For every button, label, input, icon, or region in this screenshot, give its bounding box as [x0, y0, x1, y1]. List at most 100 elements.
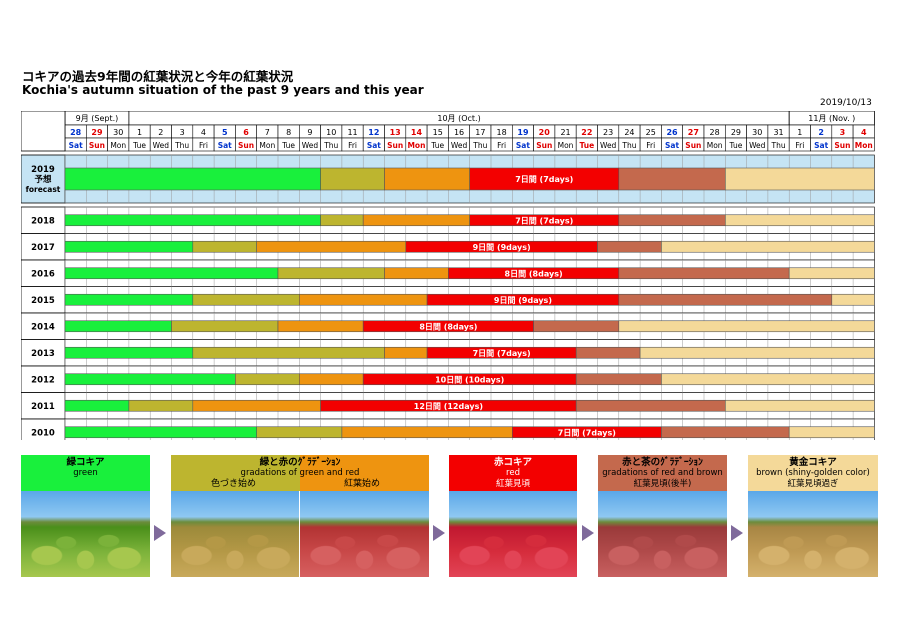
weekday-label: Sat	[218, 141, 232, 150]
day-number-label: 11	[347, 128, 357, 137]
weekday-label: Wed	[302, 141, 319, 150]
day-number-label: 29	[731, 128, 741, 137]
year-label: forecast	[26, 185, 61, 194]
kochia-photo	[598, 491, 727, 577]
weekday-label: Tue	[281, 141, 295, 150]
day-number-label: 18	[497, 128, 507, 137]
day-number-label: 29	[91, 128, 103, 137]
weekday-label: Wed	[749, 141, 766, 150]
day-number-label: 3	[180, 128, 185, 137]
kochia-photo	[300, 491, 429, 577]
weekday-label: Wed	[153, 141, 170, 150]
next-stage-arrow-icon	[582, 525, 594, 541]
weekday-label: Sat	[69, 141, 83, 150]
stage-bar-green	[64, 240, 194, 253]
legend-label: 緑と赤のｸﾞﾗﾃﾞｰｼｮﾝ	[259, 457, 341, 468]
year-label: 2013	[31, 349, 55, 359]
next-stage-arrow-icon	[154, 525, 166, 541]
weekday-label: Sat	[367, 141, 381, 150]
stage-bar-olive	[320, 214, 364, 227]
stage-bar-orange	[362, 214, 471, 227]
weekday-label: Sun	[834, 141, 850, 150]
weekday-label: Mon	[707, 141, 723, 150]
day-number-label: 28	[70, 128, 82, 137]
day-number-label: 10	[326, 128, 336, 137]
header-corner-cell	[21, 111, 66, 152]
kochia-photo	[748, 491, 878, 577]
weekday-label: Sun	[387, 141, 403, 150]
kochia-photo	[21, 491, 150, 577]
stage-bar-olive	[192, 293, 300, 306]
legend-item-gradient-rb: 赤と茶のｸﾞﾗﾃﾞｰｼｮﾝ gradations of red and brown…	[598, 455, 727, 491]
stage-bar-olive	[171, 320, 279, 333]
weekday-label: Sun	[685, 141, 701, 150]
stage-bar-gold	[618, 320, 875, 333]
weekday-label: Tue	[729, 141, 743, 150]
weekday-label: Sat	[665, 141, 679, 150]
legend-sublabel-turning: 紅葉始め	[344, 479, 381, 489]
stage-bar-gold	[661, 240, 875, 253]
weekday-label: Mon	[259, 141, 275, 150]
legend-item-gold: 黄金コキア brown (shiny-golden color) 紅葉見頃過ぎ	[748, 455, 878, 491]
stage-bar-gold	[724, 399, 875, 412]
weekday-label: Thu	[323, 141, 338, 150]
stage-bar-brown	[618, 214, 726, 227]
stage-bar-gold	[724, 167, 875, 191]
red-duration-label: 9日間 (9days)	[473, 243, 531, 252]
year-label: 2014	[31, 322, 55, 332]
day-number-label: 27	[688, 128, 699, 137]
month-label: 10月 (Oct.)	[437, 114, 480, 123]
legend-label: gradations of red and brown	[602, 468, 723, 478]
day-number-label: 9	[307, 128, 312, 137]
month-label: 9月 (Sept.)	[76, 114, 119, 123]
year-label: 予想	[34, 174, 52, 185]
title-english: Kochia's autumn situation of the past 9 …	[22, 83, 424, 97]
weekday-label: Mon	[855, 141, 873, 150]
year-label: 2017	[31, 243, 55, 253]
month-label: 11月 (Nov. )	[808, 114, 855, 123]
stage-bar-olive	[277, 267, 385, 280]
legend-label: 紅葉見頃(後半)	[633, 479, 692, 489]
year-label: 2015	[31, 296, 55, 306]
weekday-label: Fri	[199, 141, 208, 150]
day-number-label: 1	[137, 128, 142, 137]
weekday-label: Thu	[472, 141, 487, 150]
stage-bar-brown	[618, 167, 726, 191]
stage-bar-olive	[128, 399, 194, 412]
stage-bar-orange	[298, 293, 428, 306]
stage-bar-orange	[384, 167, 470, 191]
day-number-label: 30	[113, 128, 123, 137]
title-japanese: コキアの過去9年間の紅葉状況と今年の紅葉状況	[22, 69, 294, 84]
stage-bar-olive	[235, 373, 300, 386]
stage-bar-olive	[192, 240, 258, 253]
stage-bar-brown	[575, 373, 662, 386]
weekday-label: Fri	[795, 141, 804, 150]
weekday-label: Sat	[814, 141, 828, 150]
stage-bar-brown	[575, 399, 726, 412]
stage-bar-brown	[533, 320, 620, 333]
legend-label: red	[506, 468, 520, 478]
weekday-label: Wed	[451, 141, 468, 150]
day-number-label: 2	[818, 128, 824, 137]
year-label: 2019	[31, 165, 55, 175]
stage-bar-orange	[341, 426, 513, 439]
weekday-cell	[852, 137, 875, 152]
kochia-autumn-gantt-chart: 9月 (Sept.) 10月 (Oct.) 11月 (Nov. )28Sat29Su…	[21, 111, 875, 440]
legend-item-gradient-gr: 緑と赤のｸﾞﾗﾃﾞｰｼｮﾝ gradations of green and red…	[171, 455, 429, 491]
stage-bar-gold	[661, 373, 875, 386]
weekday-label: Tue	[132, 141, 146, 150]
weekday-label: Sun	[536, 141, 552, 150]
legend-label: 紅葉見頃過ぎ	[787, 479, 839, 489]
day-number-label: 13	[390, 128, 401, 137]
day-number-label: 4	[861, 128, 867, 137]
stage-bar-gold	[788, 267, 875, 280]
stage-bar-green	[64, 399, 130, 412]
day-number-label: 4	[201, 128, 206, 137]
stage-bar-green	[64, 214, 321, 227]
stage-bar-green	[64, 167, 321, 191]
weekday-label: Fri	[497, 141, 506, 150]
legend-label: brown (shiny-golden color)	[756, 468, 870, 478]
year-label: 2012	[31, 375, 55, 385]
day-number-label: 12	[368, 128, 379, 137]
red-duration-label: 7日間 (7days)	[515, 175, 573, 184]
